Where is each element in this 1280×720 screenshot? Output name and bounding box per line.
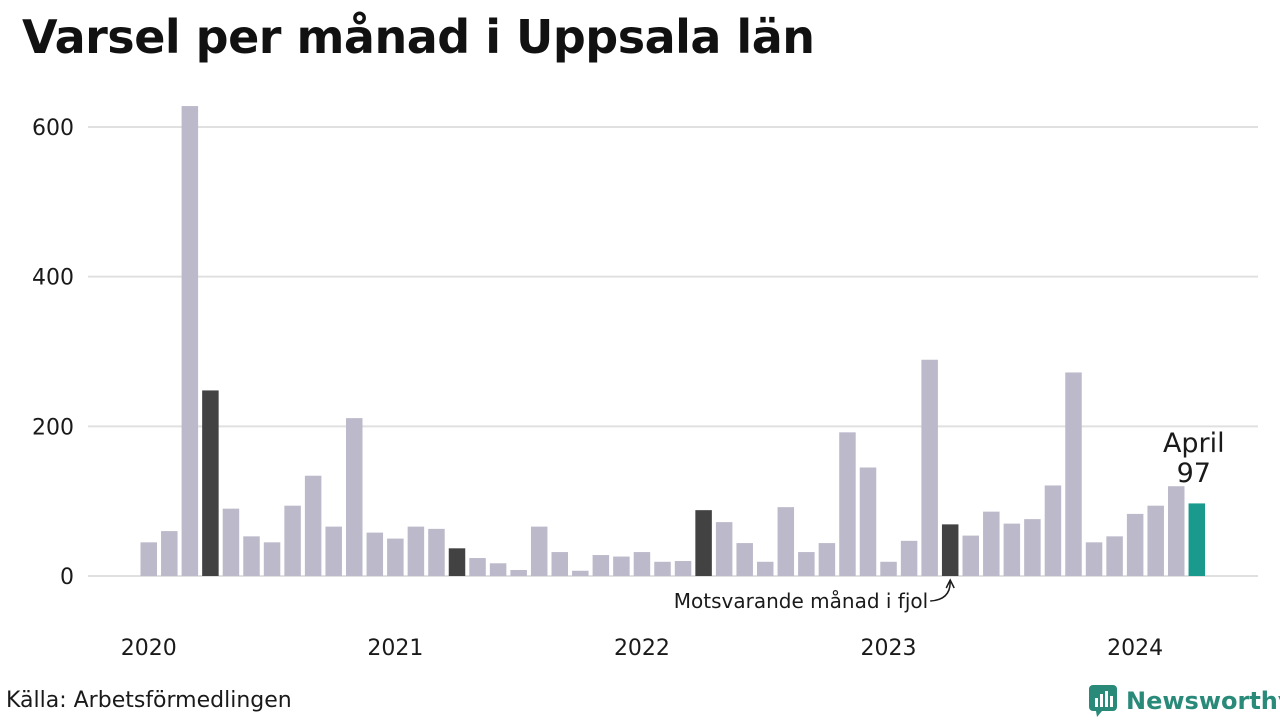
bar: [1147, 505, 1164, 576]
bar: [839, 432, 856, 576]
bar: [181, 106, 199, 576]
bar: [715, 522, 733, 576]
newsworthy-logo: Newsworthy: [1088, 684, 1280, 718]
bar: [1024, 519, 1041, 576]
bar: [962, 535, 979, 576]
annotation-arrow: [930, 581, 951, 602]
bar: [243, 536, 260, 576]
bar: [202, 390, 219, 576]
bar: [448, 548, 466, 576]
bar: [1106, 536, 1123, 576]
bar: [613, 556, 630, 576]
bar: [1188, 503, 1206, 576]
bar: [510, 570, 527, 576]
x-axis-ticks: 2020 2021 2022 2023 2024: [121, 636, 1163, 661]
bar: [1085, 542, 1103, 576]
bar: [263, 542, 281, 576]
x-tick-label: 2020: [121, 636, 177, 661]
bar: [489, 563, 507, 576]
bar: [900, 540, 918, 576]
bar: [633, 552, 651, 576]
bar: [161, 531, 178, 576]
x-tick-label: 2023: [861, 636, 917, 661]
bar: [572, 570, 589, 576]
newsworthy-logo-icon: [1089, 685, 1117, 717]
bar: [1126, 513, 1144, 576]
bar: [798, 552, 815, 576]
bar: [428, 528, 445, 576]
y-tick-label: 600: [32, 116, 74, 141]
y-tick-label: 200: [32, 415, 74, 440]
bar: [530, 526, 548, 576]
bar: [695, 510, 712, 576]
last-year-annotation: Motsvarande månad i fjol: [674, 589, 928, 613]
bar: [880, 561, 897, 576]
bar: [140, 542, 157, 576]
bar: [1044, 485, 1062, 576]
bar: [366, 532, 384, 576]
bar: [777, 507, 795, 576]
bar: [407, 526, 425, 576]
current-month-label: April: [1163, 428, 1225, 459]
bar: [736, 543, 753, 576]
bar: [921, 359, 938, 576]
x-tick-label: 2024: [1107, 636, 1163, 661]
bar: [941, 524, 959, 576]
bar: [1168, 486, 1185, 576]
bar: [1003, 523, 1021, 576]
bar: [818, 543, 836, 576]
bar: [284, 505, 301, 576]
bar: [469, 558, 486, 576]
bar: [592, 555, 610, 576]
bar: [346, 418, 363, 576]
grid-lines: [88, 126, 1258, 577]
y-tick-label: 0: [60, 565, 74, 590]
logo-text: Newsworthy: [1126, 687, 1280, 715]
x-tick-label: 2021: [367, 636, 423, 661]
bar: [222, 508, 240, 576]
x-tick-label: 2022: [614, 636, 670, 661]
bars: [140, 106, 1206, 576]
bar: [1065, 372, 1082, 576]
bar: [983, 511, 1000, 576]
bar: [654, 561, 671, 576]
bar: [551, 552, 568, 576]
source-note: Källa: Arbetsförmedlingen: [6, 688, 292, 713]
y-axis-ticks: 0 200 400 600: [32, 116, 74, 590]
chart-title: Varsel per månad i Uppsala län: [22, 10, 815, 64]
bar: [757, 561, 774, 576]
bar: [859, 467, 877, 576]
current-value-label: 97: [1177, 458, 1211, 489]
bar: [325, 526, 342, 576]
bar: [387, 538, 404, 576]
annotation-arrow-head: [945, 578, 955, 589]
bar: [674, 561, 692, 576]
bar: [304, 475, 322, 576]
y-tick-label: 400: [32, 266, 74, 291]
